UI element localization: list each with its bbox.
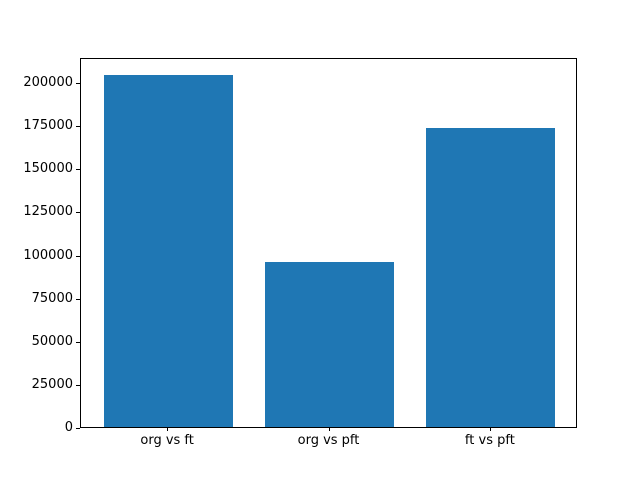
- y-tick-label: 200000: [23, 75, 73, 91]
- y-tick-label: 75000: [31, 290, 73, 306]
- bar-2: [264, 262, 395, 427]
- y-tick-mark: [76, 255, 80, 257]
- y-tick-label: 100000: [23, 247, 73, 263]
- bar-3: [426, 128, 556, 427]
- x-tick-mark: [167, 427, 169, 431]
- y-tick-mark: [76, 126, 80, 128]
- x-tick-label: ft vs pft: [464, 433, 515, 448]
- y-tick-label: 0: [64, 420, 73, 435]
- y-tick-mark: [76, 212, 80, 214]
- y-tick-mark: [76, 384, 80, 386]
- y-tick-mark: [76, 169, 80, 171]
- y-tick-label: 50000: [31, 333, 73, 349]
- y-tick-label: 25000: [31, 376, 73, 392]
- x-tick-mark: [328, 427, 330, 431]
- y-tick-mark: [76, 83, 80, 85]
- y-tick-mark: [76, 298, 80, 300]
- y-tick-label: 175000: [23, 118, 73, 134]
- y-tick-label: 150000: [23, 161, 73, 177]
- x-tick-label: org vs ft: [140, 433, 194, 448]
- y-tick-label: 125000: [23, 204, 73, 220]
- x-tick-label: org vs pft: [297, 433, 360, 448]
- y-tick-mark: [76, 341, 80, 343]
- bar-1: [103, 74, 233, 427]
- plot-area: [80, 58, 577, 428]
- x-tick-mark: [489, 427, 491, 431]
- y-tick-mark: [76, 428, 80, 429]
